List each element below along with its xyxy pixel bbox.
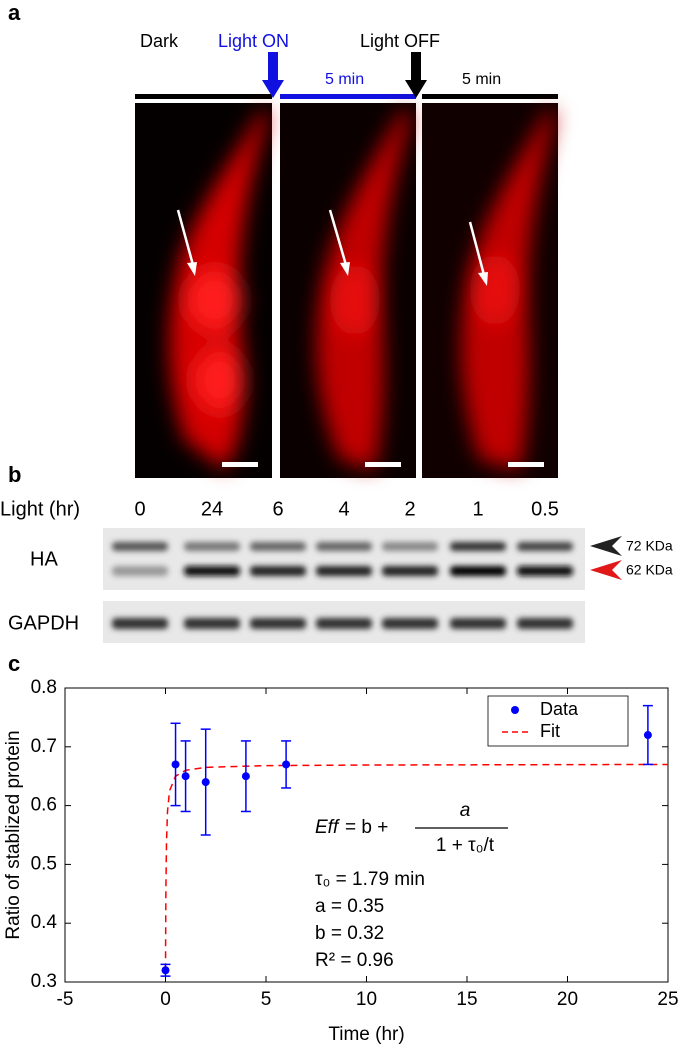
y-tick-label: 0.8 — [31, 677, 57, 698]
data-point — [282, 760, 291, 769]
data-point — [241, 772, 250, 781]
blot-label: HA — [30, 548, 58, 570]
fit-parameter: τ₀ = 1.79 min — [315, 869, 425, 890]
equation-text: 1 + τ₀/t — [436, 835, 495, 856]
band — [450, 542, 506, 551]
band — [250, 542, 306, 551]
band — [316, 618, 372, 629]
y-tick-label: 0.6 — [31, 795, 57, 816]
x-tick-label: 5 — [261, 989, 272, 1010]
row-title: Light (hr) — [0, 498, 80, 520]
fit-parameter: b = 0.32 — [315, 923, 384, 944]
legend-box — [487, 695, 629, 747]
x-tick-label: 10 — [356, 989, 377, 1010]
lane-label: 0.5 — [531, 498, 559, 520]
marker-arrow — [590, 560, 622, 580]
x-tick-label: 15 — [456, 989, 477, 1010]
band — [382, 542, 438, 551]
band — [112, 542, 168, 551]
fit-parameter: R² = 0.96 — [315, 950, 394, 971]
marker-label: 72 KDa — [626, 538, 673, 554]
band — [382, 618, 438, 629]
band — [250, 618, 306, 629]
data-point — [171, 760, 180, 769]
legend-label: Fit — [540, 721, 560, 741]
micrograph — [280, 103, 416, 478]
condition-label: Light ON — [218, 31, 289, 51]
lane-label: 4 — [338, 498, 349, 520]
lane-label: 6 — [272, 498, 283, 520]
y-axis-label: Ratio of stablized protein — [3, 730, 24, 939]
fit-parameter: a = 0.35 — [315, 896, 384, 917]
data-point — [181, 772, 190, 781]
lane-label: 24 — [201, 498, 223, 520]
condition-label: Light OFF — [360, 31, 440, 51]
band — [112, 566, 168, 576]
chart: -5 0 5 10 15 20 25 0.3 0.4 0.5 0.6 0.7 0.8 Time (hr) R… — [3, 677, 679, 1045]
panel-label: a — [8, 0, 21, 25]
marker-arrow — [590, 536, 622, 556]
band — [517, 566, 573, 576]
band — [450, 566, 506, 576]
data-point — [201, 778, 210, 787]
band — [184, 542, 240, 551]
y-tick-label: 0.4 — [31, 912, 58, 933]
band — [184, 566, 240, 576]
band — [316, 566, 372, 576]
lane-label: 2 — [404, 498, 415, 520]
band — [450, 618, 506, 629]
x-tick-label: 0 — [160, 989, 171, 1010]
lane-label: 0 — [134, 498, 145, 520]
band — [382, 566, 438, 576]
band — [517, 542, 573, 551]
y-tick-label: 0.3 — [31, 971, 57, 992]
duration-label: 5 min — [462, 71, 501, 88]
x-tick-label: 25 — [657, 989, 678, 1010]
marker-label: 62 KDa — [626, 562, 673, 578]
condition-label: Dark — [140, 31, 179, 51]
legend-swatch — [511, 706, 519, 714]
blot — [103, 528, 585, 590]
duration-label: 5 min — [325, 71, 364, 88]
data-point — [643, 731, 652, 740]
band — [250, 566, 306, 576]
band — [316, 542, 372, 551]
y-tick-label: 0.7 — [31, 736, 57, 757]
legend-label: Data — [540, 699, 579, 719]
panel-label: c — [8, 651, 20, 676]
band — [517, 618, 573, 629]
equation-text: Eff — [315, 817, 340, 838]
data-point — [161, 966, 170, 975]
lane-label: 1 — [472, 498, 483, 520]
fit-line — [164, 763, 669, 971]
band — [184, 618, 240, 629]
equation-text: a — [460, 800, 471, 821]
band — [112, 618, 168, 629]
blot-label: GAPDH — [8, 612, 79, 634]
micrograph — [422, 103, 558, 478]
x-tick-label: -5 — [57, 989, 74, 1010]
equation-text: = b + — [345, 817, 388, 838]
x-tick-label: 20 — [557, 989, 578, 1010]
panel-label: b — [8, 462, 21, 487]
y-tick-label: 0.5 — [31, 853, 57, 874]
micrograph — [135, 103, 272, 478]
x-axis-label: Time (hr) — [328, 1024, 404, 1045]
timeline — [135, 52, 558, 99]
